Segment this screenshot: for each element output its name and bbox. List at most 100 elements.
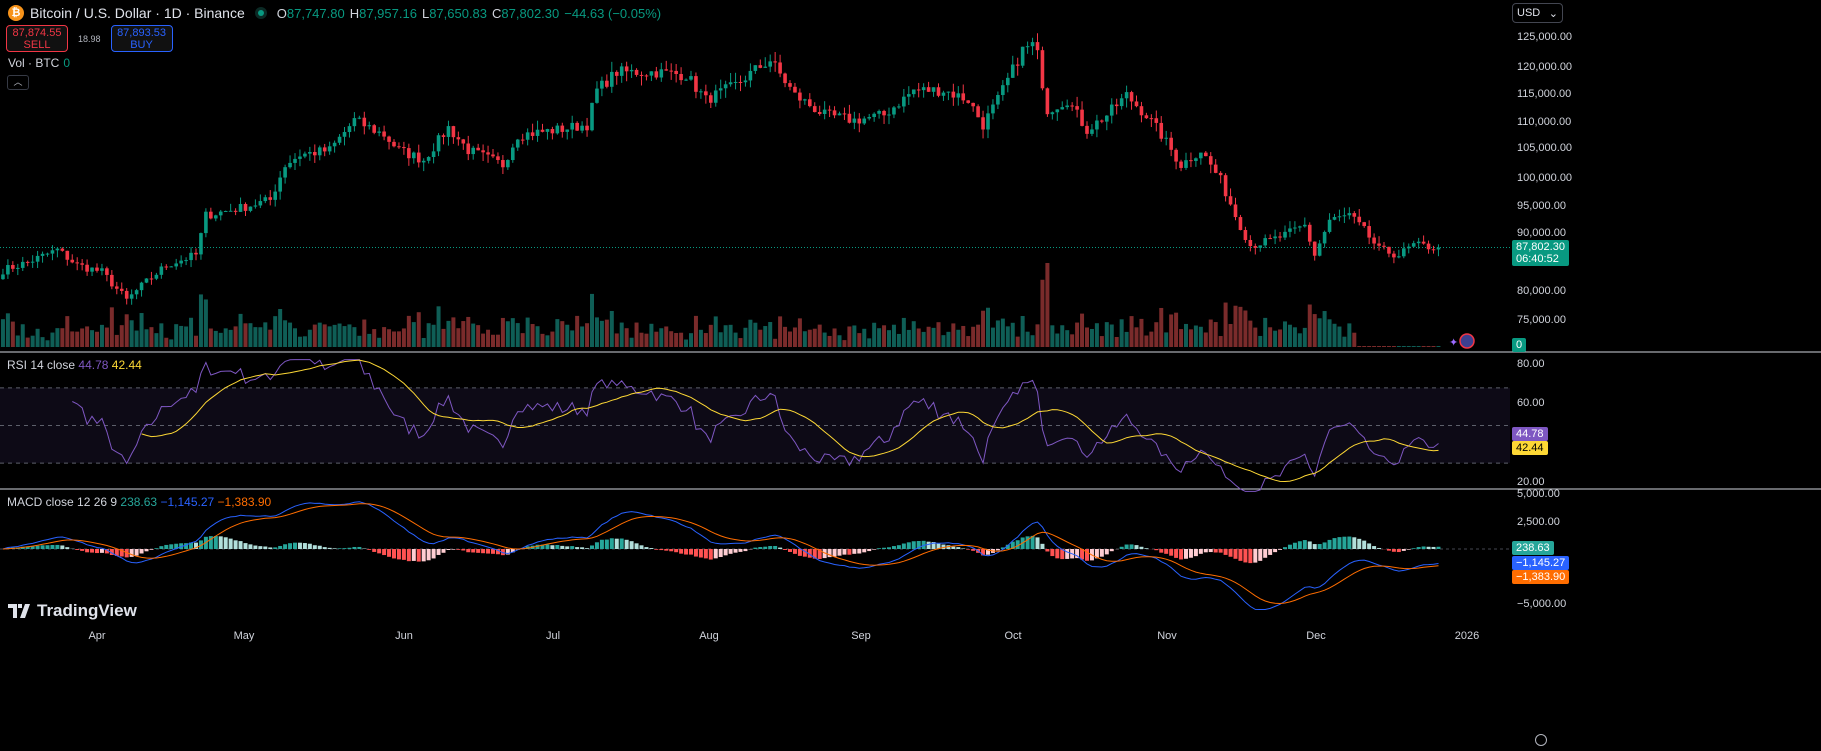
volume-bar	[486, 329, 491, 347]
candle-body	[1174, 149, 1178, 162]
candle-body	[1159, 122, 1164, 139]
macd-histogram-bar	[773, 545, 778, 549]
volume-bar	[802, 331, 807, 347]
sell-button[interactable]: 87,874.55 SELL	[6, 25, 68, 52]
volume-bar	[689, 333, 693, 347]
candle-body	[1258, 245, 1263, 248]
volume-bar	[218, 332, 223, 347]
candle-body	[352, 118, 357, 127]
macd-histogram-bar	[1268, 549, 1273, 555]
volume-bar	[1065, 330, 1070, 347]
macd-histogram-bar	[1347, 536, 1352, 549]
candle-body	[238, 203, 243, 212]
macd-histogram-bar	[1327, 539, 1332, 549]
volume-bar	[852, 325, 857, 347]
macd-histogram-bar	[1050, 549, 1055, 557]
volume-bar	[1307, 304, 1312, 347]
symbol-title[interactable]: Bitcoin / U.S. Dollar · 1D · Binance	[30, 5, 245, 21]
market-status-icon[interactable]	[254, 7, 267, 19]
volume-bar	[887, 330, 891, 347]
candle-body	[1362, 222, 1366, 227]
buy-button[interactable]: 87,893.53 BUY	[110, 25, 173, 52]
volume-bar	[812, 328, 817, 347]
candle-body	[550, 129, 555, 134]
macd-legend[interactable]: MACD close 12 26 9 238.63 −1,145.27 −1,3…	[7, 495, 272, 509]
candle-body	[1025, 46, 1030, 48]
candle-body	[1392, 253, 1396, 258]
volume-bar	[837, 335, 842, 347]
candle-body	[897, 106, 901, 108]
currency-select[interactable]: USD ⌄	[1512, 3, 1563, 23]
volume-bar	[1040, 279, 1045, 347]
macd-histogram-bar	[738, 549, 743, 552]
macd-tick: 5,000.00	[1517, 488, 1560, 500]
macd-histogram-bar	[119, 549, 124, 557]
macd-histogram-bar	[1040, 543, 1045, 549]
macd-histogram-bar	[1406, 549, 1411, 550]
volume-bar	[629, 337, 634, 347]
volume-bar	[976, 324, 981, 347]
macd-histogram-bar	[367, 549, 372, 550]
volume-bar	[822, 332, 827, 347]
volume-bar	[1253, 327, 1258, 347]
macd-histogram-bar	[1198, 549, 1203, 554]
candle-body	[288, 162, 292, 168]
macd-histogram-bar	[837, 549, 842, 556]
candle-body	[1050, 112, 1055, 115]
volume-bar	[1174, 312, 1179, 347]
macd-histogram-bar	[550, 545, 555, 549]
volume-bar	[946, 331, 951, 347]
candle-body	[986, 113, 990, 130]
macd-histogram-bar	[807, 549, 812, 558]
volume-bar	[1015, 336, 1020, 347]
candle-body	[1100, 120, 1104, 122]
candle-body	[313, 152, 317, 156]
candle-body	[1263, 238, 1267, 246]
volume-bar	[609, 310, 614, 347]
macd-histogram-bar	[1055, 549, 1060, 559]
volume-bar	[792, 327, 797, 347]
macd-histogram-bar	[1243, 549, 1248, 563]
macd-histogram-bar	[139, 549, 144, 554]
macd-histogram-bar	[476, 549, 481, 553]
candle-body	[11, 265, 15, 269]
tradingview-logo[interactable]: TradingView	[8, 601, 137, 621]
volume-bar	[797, 318, 802, 347]
rsi-legend[interactable]: RSI 14 close 44.78 42.44	[7, 358, 142, 372]
macd-histogram-bar	[1099, 549, 1104, 557]
macd-histogram-bar	[1065, 549, 1070, 559]
candle-body	[1169, 137, 1173, 150]
candle-body	[278, 177, 282, 192]
macd-histogram-bar	[129, 549, 134, 557]
macd-histogram-bar	[441, 549, 446, 553]
macd-histogram-bar	[431, 549, 436, 559]
settings-gear-icon[interactable]	[1535, 734, 1547, 746]
macd-histogram-bar	[1030, 535, 1035, 549]
candle-body	[1367, 226, 1371, 238]
macd-histogram-bar	[233, 540, 238, 549]
macd-histogram-bar	[1085, 549, 1089, 561]
volume-bar	[302, 336, 307, 347]
candle-body	[491, 154, 495, 157]
candle-body	[65, 250, 70, 260]
volume-bar	[1179, 329, 1184, 347]
candle-body	[144, 278, 149, 283]
candle-body	[100, 268, 104, 271]
macd-histogram-bar	[971, 549, 976, 551]
volume-bar	[1297, 333, 1302, 347]
candle-body	[545, 129, 550, 132]
candle-body	[679, 74, 683, 81]
volume-bar	[248, 323, 253, 347]
macd-histogram-bar	[763, 546, 768, 549]
macd-histogram-bar	[1307, 541, 1312, 549]
volume-bar	[1382, 346, 1386, 347]
time-tick: 2026	[1454, 630, 1480, 642]
macd-histogram-bar	[1357, 538, 1362, 549]
volume-bar	[258, 327, 263, 347]
collapse-legend-button[interactable]: ︿	[7, 75, 29, 90]
macd-histogram-bar	[213, 536, 218, 549]
macd-histogram-bar	[273, 547, 278, 549]
candle-body	[803, 99, 807, 101]
macd-histogram-bar	[1228, 549, 1233, 557]
